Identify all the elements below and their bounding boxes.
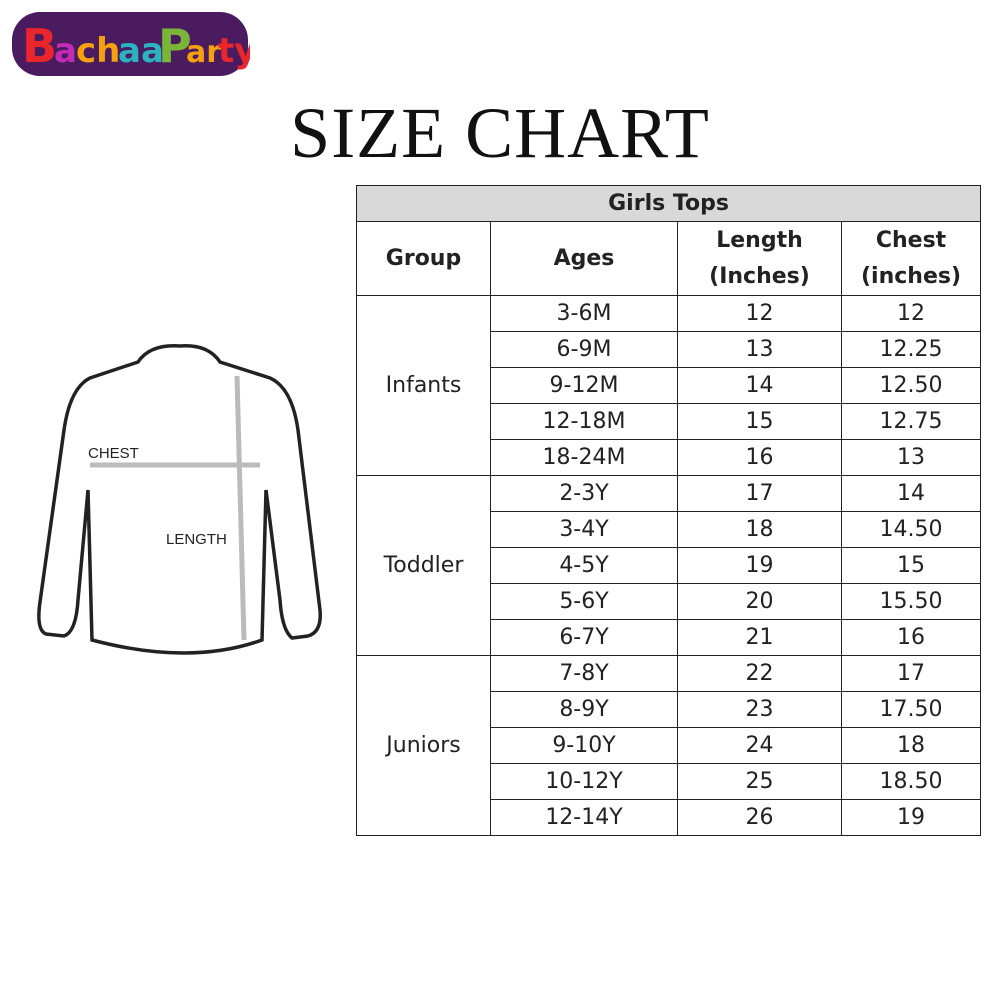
age-cell: 8-9Y bbox=[490, 691, 678, 728]
column-header-line: (inches) bbox=[861, 263, 962, 289]
chest-cell: 18.50 bbox=[840, 763, 982, 800]
length-cell: 16 bbox=[677, 439, 842, 476]
chest-cell: 12 bbox=[840, 295, 982, 332]
age-cell: 9-10Y bbox=[490, 727, 678, 764]
length-cell: 15 bbox=[677, 403, 842, 440]
svg-text:aa: aa bbox=[118, 31, 164, 71]
chest-cell: 15 bbox=[840, 547, 982, 584]
table-row: Toddler 2-3Y 17 14 bbox=[356, 475, 982, 656]
brand-logo: B a ch aa P ar ty bbox=[12, 12, 250, 76]
chest-cell: 13 bbox=[840, 439, 982, 476]
age-cell: 3-4Y bbox=[490, 511, 678, 548]
chest-cell: 12.25 bbox=[840, 331, 982, 368]
table-row: 3-4Y 18 14.50 bbox=[357, 511, 982, 548]
svg-text:B: B bbox=[22, 19, 57, 73]
svg-text:P: P bbox=[158, 19, 192, 73]
table-row: 12-14Y 26 19 bbox=[357, 799, 982, 836]
chest-cell: 19 bbox=[840, 799, 982, 836]
age-cell: 3-6M bbox=[490, 295, 678, 332]
chest-cell: 17 bbox=[840, 655, 982, 692]
chest-cell: 16 bbox=[840, 619, 982, 656]
table-row: 18-24M 16 13 bbox=[357, 439, 982, 476]
column-header: Ages bbox=[490, 221, 678, 296]
chest-label: CHEST bbox=[88, 445, 139, 462]
svg-text:a: a bbox=[54, 31, 77, 71]
length-cell: 18 bbox=[677, 511, 842, 548]
chest-cell: 15.50 bbox=[840, 583, 982, 620]
length-line bbox=[234, 375, 247, 641]
age-cell: 7-8Y bbox=[490, 655, 678, 692]
age-cell: 4-5Y bbox=[490, 547, 678, 584]
group-cell: Juniors bbox=[356, 655, 491, 836]
page-title: SIZE CHART bbox=[290, 93, 710, 173]
length-cell: 22 bbox=[677, 655, 842, 692]
table-row: 9-10Y 24 18 bbox=[357, 727, 982, 764]
length-cell: 19 bbox=[677, 547, 842, 584]
length-cell: 25 bbox=[677, 763, 842, 800]
table-row: 6-9M 13 12.25 bbox=[357, 331, 982, 368]
age-cell: 12-18M bbox=[490, 403, 678, 440]
age-cell: 12-14Y bbox=[490, 799, 678, 836]
shirt-outline bbox=[37, 344, 322, 655]
svg-text:ch: ch bbox=[76, 31, 120, 71]
age-cell: 6-9M bbox=[490, 331, 678, 368]
age-cell: 18-24M bbox=[490, 439, 678, 476]
group-cell: Toddler bbox=[356, 475, 491, 656]
age-cell: 2-3Y bbox=[490, 475, 678, 512]
column-header: Group bbox=[356, 221, 491, 296]
table-row: 9-12M 14 12.50 bbox=[357, 367, 982, 404]
column-header: Length (Inches) bbox=[677, 221, 842, 296]
length-cell: 20 bbox=[677, 583, 842, 620]
table-row: 12-18M 15 12.75 bbox=[357, 403, 982, 440]
table-row: Infants 3-6M 12 12 bbox=[356, 295, 982, 476]
chest-cell: 14.50 bbox=[840, 511, 982, 548]
chest-cell: 14 bbox=[840, 475, 982, 512]
column-header-line: Length bbox=[716, 227, 803, 253]
table-caption: Girls Tops bbox=[355, 185, 982, 222]
length-label: LENGTH bbox=[166, 531, 227, 548]
length-cell: 17 bbox=[677, 475, 842, 512]
table-row: 5-6Y 20 15.50 bbox=[357, 583, 982, 620]
table-row: 8-9Y 23 17.50 bbox=[357, 691, 982, 728]
svg-text:ar: ar bbox=[186, 35, 221, 70]
column-header-line: (Inches) bbox=[709, 263, 810, 289]
age-cell: 6-7Y bbox=[490, 619, 678, 656]
age-cell: 5-6Y bbox=[490, 583, 678, 620]
column-header-line: Ages bbox=[553, 245, 615, 271]
table-row: 4-5Y 19 15 bbox=[357, 547, 982, 584]
column-header-line: Group bbox=[385, 245, 462, 271]
shirt-diagram bbox=[37, 344, 322, 655]
age-cell: 9-12M bbox=[490, 367, 678, 404]
length-cell: 24 bbox=[677, 727, 842, 764]
length-cell: 13 bbox=[677, 331, 842, 368]
length-cell: 23 bbox=[677, 691, 842, 728]
length-cell: 26 bbox=[677, 799, 842, 836]
age-cell: 10-12Y bbox=[490, 763, 678, 800]
chest-cell: 18 bbox=[840, 727, 982, 764]
column-header-line: Chest bbox=[875, 227, 947, 253]
chest-cell: 17.50 bbox=[840, 691, 982, 728]
chest-cell: 12.75 bbox=[840, 403, 982, 440]
chest-cell: 12.50 bbox=[840, 367, 982, 404]
length-cell: 21 bbox=[677, 619, 842, 656]
length-cell: 12 bbox=[677, 295, 842, 332]
column-header: Chest (inches) bbox=[840, 221, 982, 296]
length-cell: 14 bbox=[677, 367, 842, 404]
svg-text:ty: ty bbox=[218, 31, 250, 71]
table-row: Juniors 7-8Y 22 17 bbox=[356, 655, 982, 836]
group-cell: Infants bbox=[356, 295, 491, 476]
size-table: Girls Tops Group Ages Length (Inches) Chest (i… bbox=[355, 185, 982, 836]
